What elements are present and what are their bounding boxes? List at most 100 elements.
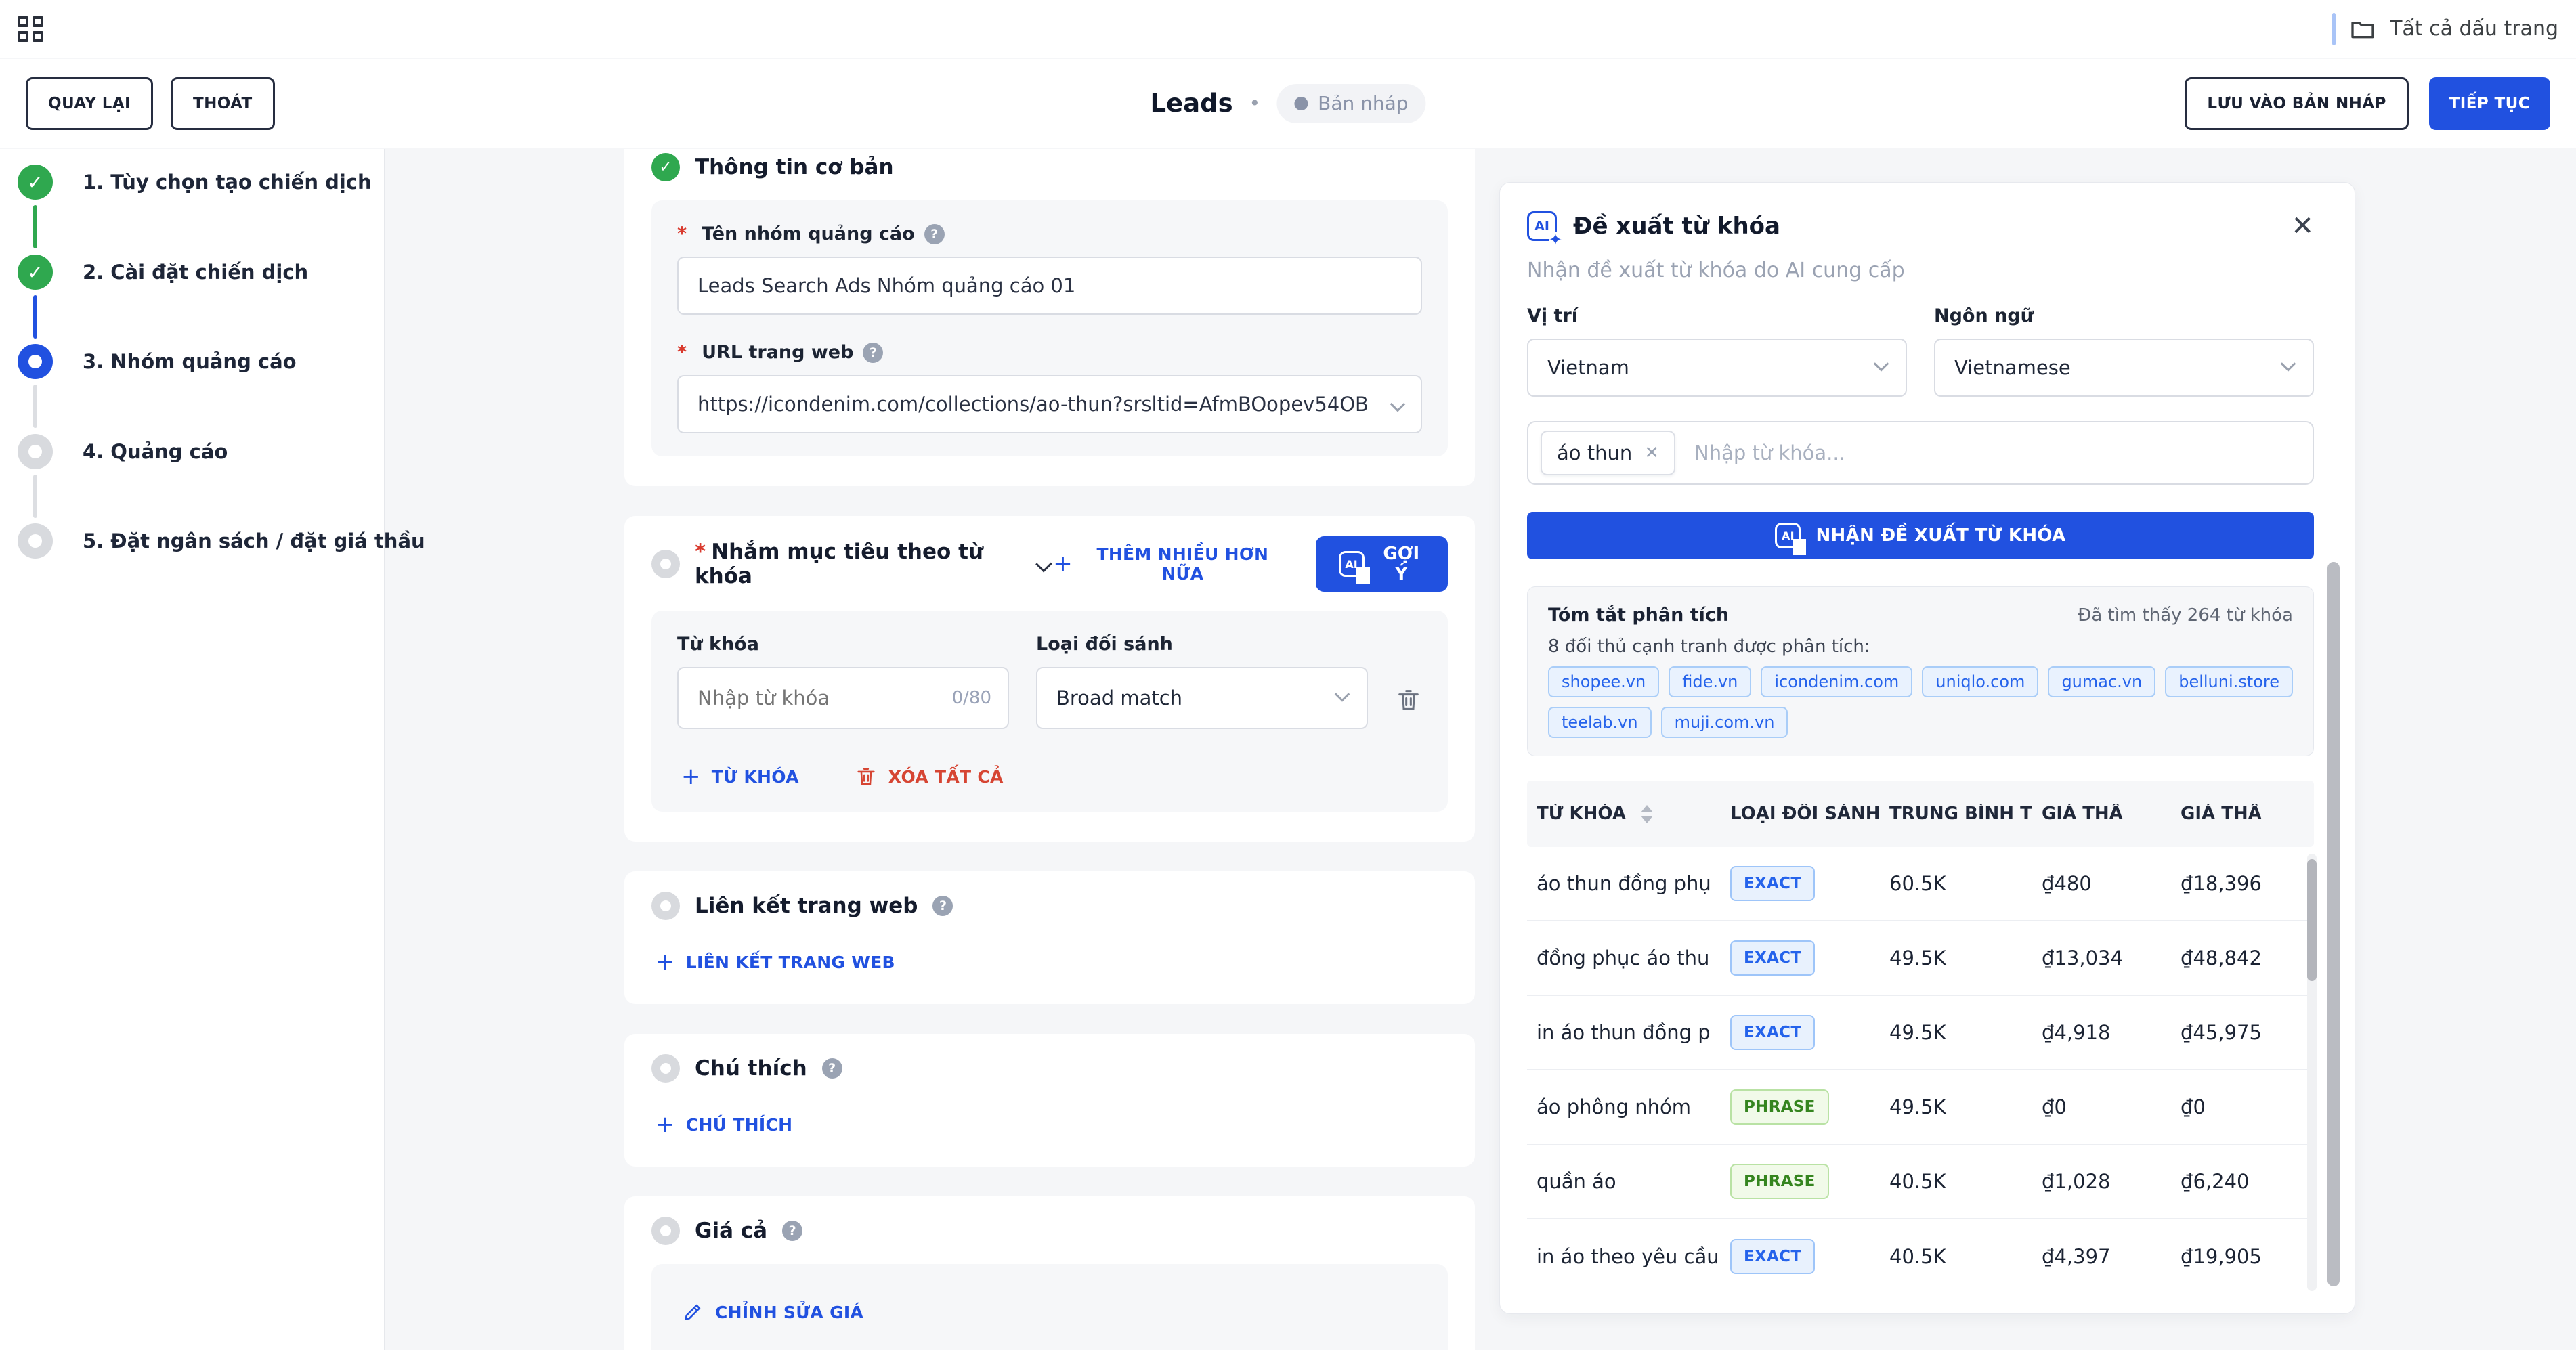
help-icon[interactable]: ? [932,896,953,916]
step-done-icon [18,165,53,200]
bid-high-cell: ₫6,240 [2181,1170,2250,1193]
page-body: 1. Tùy chọn tạo chiến dịch 2. Cài đặt ch… [0,149,2576,1350]
ai-sparkle-icon: AI [1527,211,1562,248]
tag-entry-input[interactable] [1693,441,2300,465]
summary-title: Tóm tắt phân tích [1548,605,1730,626]
sidebar-step-4[interactable]: 4. Quảng cáo [18,434,228,469]
help-icon[interactable]: ? [863,342,884,363]
match-badge: PHRASE [1730,1089,1829,1125]
match-cell: EXACT [1730,940,1889,976]
language-select[interactable]: Vietnamese [1934,339,2314,397]
bid-low-cell: ₫4,397 [2042,1245,2111,1268]
match-cell: PHRASE [1730,1089,1889,1125]
continue-button[interactable]: TIẾP TỤC [2428,77,2550,130]
suggest-button[interactable]: AI GỢI Ý [1315,536,1448,592]
sidebar-step-3[interactable]: 3. Nhóm quảng cáo [18,344,297,379]
bid-low-cell: ₫1,028 [2042,1170,2111,1193]
keyword-cell: đồng phục áo thu [1537,946,1710,970]
panel-subtitle: Nhận đề xuất từ khóa do AI cung cấp [1527,259,1905,282]
competitor-chip[interactable]: muji.com.vn [1660,707,1788,738]
keyword-targeting-title: * Nhắm mục tiêu theo từ khóa [695,540,984,588]
keyword-cell: in áo thun đồng p [1537,1021,1711,1044]
competitor-chip[interactable]: uniqlo.com [1922,666,2039,697]
table-row: in áo thun đồng p EXACT 49.5K ₫4,918 ₫45… [1527,996,2314,1070]
competitor-chip[interactable]: fide.vn [1669,666,1752,697]
help-icon[interactable]: ? [782,1221,803,1241]
location-label: Vị trí [1527,305,1579,326]
match-cell: EXACT [1730,1015,1889,1050]
plus-icon: + [681,763,701,790]
bid-low-cell: ₫0 [2042,1095,2067,1118]
match-type-label: Loại đối sánh [1036,634,1173,655]
exit-button[interactable]: THOÁT [171,77,275,130]
bookmarks-folder[interactable]: Tất cả dấu trang [2332,12,2558,45]
competitor-chip[interactable]: gumac.vn [2048,666,2156,697]
table-scrollbar-thumb[interactable] [2307,859,2317,981]
required-asterisk: * [677,223,687,244]
col-match-type: LOẠI ĐỐI SÁNH [1730,804,1881,824]
plus-icon: + [1053,550,1073,578]
remove-chip-icon[interactable]: ✕ [1644,443,1660,463]
match-badge: PHRASE [1730,1164,1829,1199]
step-label: 1. Tùy chọn tạo chiến dịch [83,171,372,194]
add-keyword-button[interactable]: + TỪ KHÓA [677,764,803,789]
sidebar-step-1[interactable]: 1. Tùy chọn tạo chiến dịch [18,165,372,200]
step-label: 2. Cài đặt chiến dịch [83,261,309,284]
back-button[interactable]: QUAY LẠI [26,77,153,130]
sidebar-step-2[interactable]: 2. Cài đặt chiến dịch [18,255,308,290]
get-suggestions-button[interactable]: AI NHẬN ĐỀ XUẤT TỪ KHÓA [1527,512,2314,559]
step-label: 4. Quảng cáo [83,440,228,463]
col-avg-volume: TRUNG BÌNH T [1889,804,2032,824]
keyword-cell: in áo theo yêu cầu [1537,1245,1719,1268]
col-bid-low: GIÁ THẦ [2042,804,2123,824]
section-idle-icon [651,1054,680,1083]
edit-price-button[interactable]: CHỈNH SỬA GIÁ [677,1300,867,1324]
step-active-icon [18,344,53,379]
location-select[interactable]: Vietnam [1527,339,1907,397]
table-row: quần áo PHRASE 40.5K ₫1,028 ₫6,240 [1527,1145,2314,1219]
competitor-chip[interactable]: icondenim.com [1761,666,1913,697]
keyword-suggestion-panel: AI Đề xuất từ khóa ✕ Nhận đề xuất từ khó… [1499,182,2355,1314]
competitor-chip[interactable]: teelab.vn [1548,707,1652,738]
add-sitelink-button[interactable]: + LIÊN KẾT TRANG WEB [651,950,899,974]
browser-bookmarks-bar: Tất cả dấu trang [0,0,2576,58]
add-callout-button[interactable]: + CHÚ THÍCH [651,1112,796,1137]
sort-icon[interactable] [1640,804,1653,823]
match-cell: PHRASE [1730,1164,1889,1199]
chevron-down-icon [2280,356,2296,372]
bid-high-cell: ₫18,396 [2181,872,2262,895]
ai-sparkle-icon: AI [1775,523,1807,555]
save-draft-button[interactable]: LƯU VÀO BẢN NHÁP [2185,77,2409,130]
website-url-input[interactable] [677,375,1422,433]
apps-grid-icon[interactable] [18,16,43,42]
match-type-select[interactable]: Broad match [1036,667,1368,729]
keyword-cell: áo thun đồng phụ [1537,872,1711,895]
sidebar-step-5[interactable]: 5. Đặt ngân sách / đặt giá thầu [18,523,425,559]
keyword-input[interactable] [677,667,1009,729]
panel-scrollbar-thumb[interactable] [2327,562,2340,1286]
required-asterisk: * [677,342,687,363]
adgroup-name-label: * Tên nhóm quảng cáo ? [677,223,1422,244]
step-connector [33,475,37,518]
website-url-label: * URL trang web ? [677,342,1422,363]
plus-icon: + [656,1111,675,1138]
table-row: đồng phục áo thu EXACT 49.5K ₫13,034 ₫48… [1527,921,2314,996]
competitor-chip[interactable]: belluni.store [2165,666,2293,697]
add-more-keywords-button[interactable]: + THÊM NHIỀU HƠN NỮA [1049,544,1285,584]
table-header-row: TỪ KHÓA LOẠI ĐỐI SÁNH TRUNG BÌNH T GIÁ T… [1527,781,2314,847]
competitor-chip[interactable]: shopee.vn [1548,666,1660,697]
keywords-found-count: Đã tìm thấy 264 từ khóa [2078,605,2293,626]
trash-icon [857,768,875,785]
delete-row-trash-icon[interactable] [1395,687,1422,714]
adgroup-name-input[interactable] [677,257,1422,315]
col-keyword: TỪ KHÓA [1527,804,1730,824]
seed-keyword-tag-input[interactable]: áo thun ✕ [1527,421,2314,485]
volume-cell: 49.5K [1889,1021,1946,1044]
close-icon[interactable]: ✕ [2291,211,2314,242]
keyword-label: Từ khóa [677,634,759,655]
clear-all-button[interactable]: XÓA TẤT CẢ [851,764,1008,789]
help-icon[interactable]: ? [821,1058,842,1079]
bid-high-cell: ₫0 [2181,1095,2206,1118]
bid-high-cell: ₫19,905 [2181,1245,2262,1268]
help-icon[interactable]: ? [924,223,945,244]
